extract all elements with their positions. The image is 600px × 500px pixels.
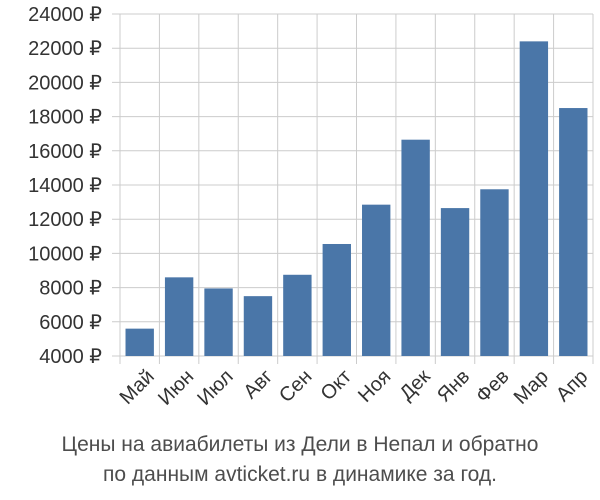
x-tick-label: Ноя <box>354 366 395 407</box>
x-tick-label: Сен <box>275 366 316 407</box>
x-tick-label: Апр <box>552 366 593 407</box>
bar-12 <box>559 108 588 356</box>
x-tick-label: Мар <box>510 366 553 409</box>
bar-1 <box>125 328 154 356</box>
x-tick-label: Май <box>116 366 159 409</box>
bar-6 <box>322 243 351 356</box>
chart-caption-line-2: по данным avticket.ru в динамике за год. <box>103 463 497 486</box>
x-tick-label: Дек <box>396 365 435 404</box>
x-tick-label: Авг <box>239 366 277 404</box>
y-tick-label: 10000 ₽ <box>28 243 102 265</box>
y-axis-tick-labels: 4000 ₽ 6000 ₽ 8000 ₽ 10000 ₽ 12000 ₽ 14000 ₽ 1… <box>28 4 102 368</box>
bar-5 <box>283 274 312 356</box>
y-tick-label: 8000 ₽ <box>39 278 102 300</box>
bar-8 <box>401 139 430 356</box>
y-tick-label: 20000 ₽ <box>28 72 102 94</box>
bar-chart: 4000 ₽ 6000 ₽ 8000 ₽ 10000 ₽ 12000 ₽ 14000 ₽ 1… <box>28 4 594 410</box>
x-tick-label: Июл <box>193 366 237 410</box>
y-tick-label: 14000 ₽ <box>28 175 102 197</box>
bar-11 <box>519 41 549 357</box>
y-tick-label: 12000 ₽ <box>28 209 102 231</box>
x-tick-label: Окт <box>317 366 356 405</box>
bar-3 <box>204 288 233 356</box>
x-tick-label: Июн <box>154 366 198 410</box>
x-tick-label: Янв <box>433 366 474 407</box>
bars <box>125 41 588 357</box>
bar-4 <box>243 296 273 356</box>
bar-10 <box>480 189 509 356</box>
grid-lines <box>112 13 594 364</box>
y-tick-label: 22000 ₽ <box>28 38 102 60</box>
y-tick-label: 24000 ₽ <box>28 4 102 26</box>
chart-caption-line-1: Цены на авиабилеты из Дели в Непал и обр… <box>61 433 539 456</box>
y-tick-label: 6000 ₽ <box>39 312 102 334</box>
y-tick-label: 4000 ₽ <box>39 346 102 368</box>
y-tick-label: 18000 ₽ <box>28 107 102 129</box>
bar-7 <box>362 204 391 356</box>
x-tick-label: Фев <box>472 366 514 408</box>
bar-9 <box>440 208 470 356</box>
y-tick-label: 16000 ₽ <box>28 141 102 163</box>
bar-2 <box>164 277 194 356</box>
